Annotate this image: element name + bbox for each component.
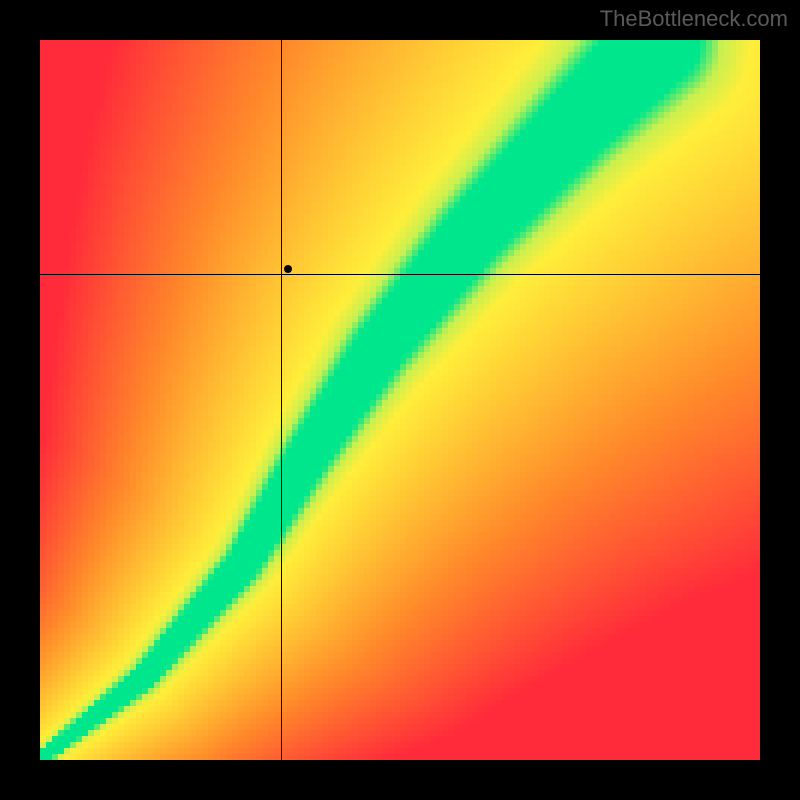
crosshair-horizontal: [40, 274, 760, 275]
crosshair-vertical: [281, 40, 282, 760]
watermark-text: TheBottleneck.com: [600, 6, 788, 32]
plot-area: [40, 40, 760, 760]
heatmap-canvas: [40, 40, 760, 760]
marker-dot: [284, 265, 292, 273]
chart-container: TheBottleneck.com: [0, 0, 800, 800]
